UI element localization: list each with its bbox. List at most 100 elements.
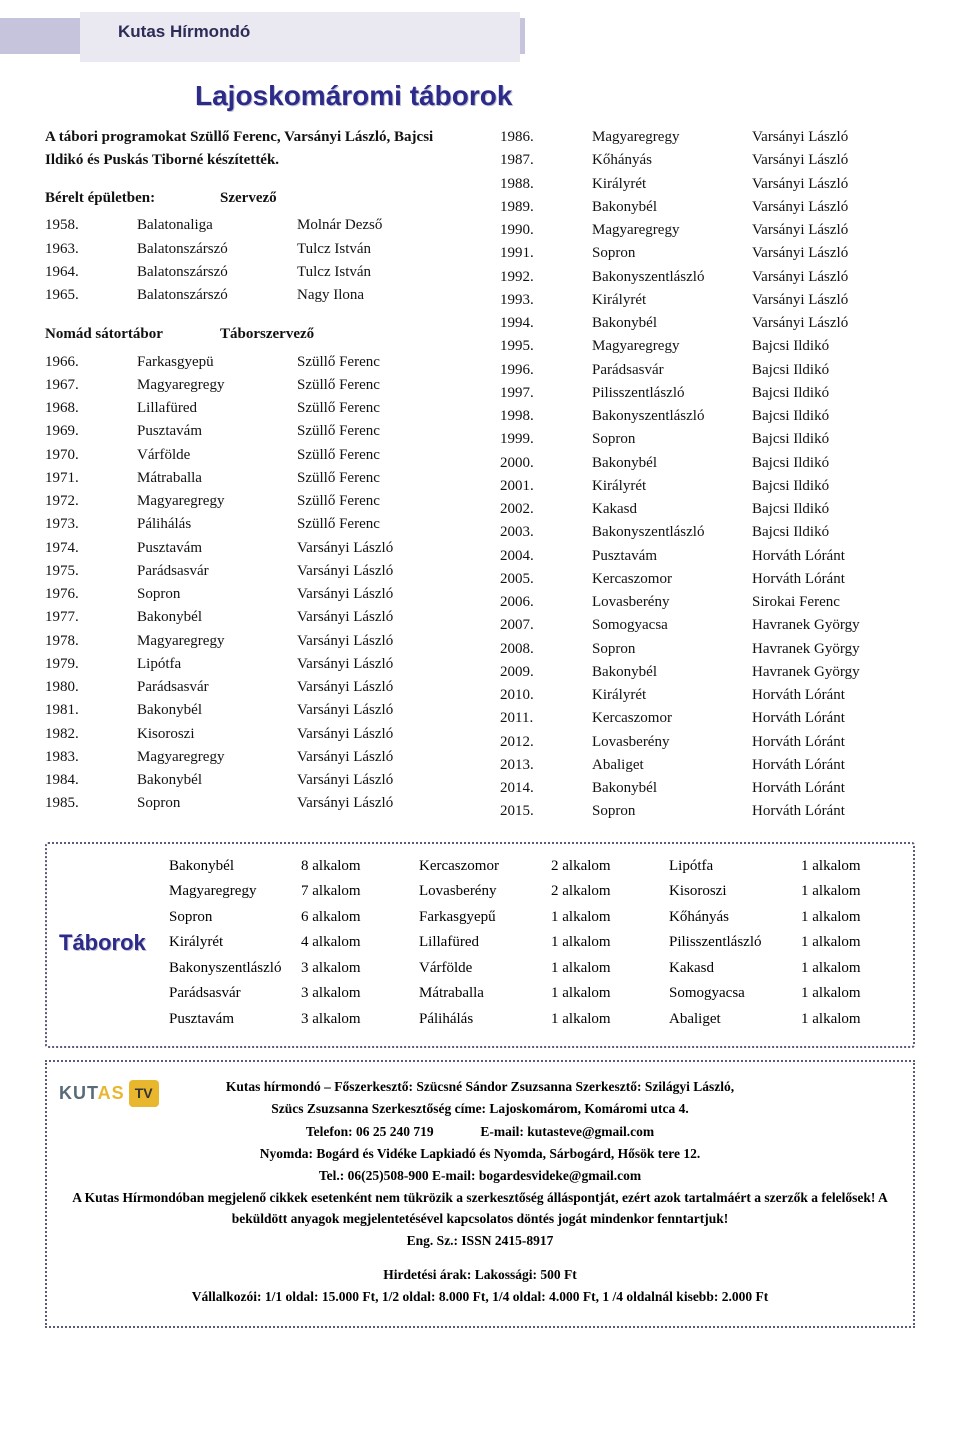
camp-organizer: Varsányi László <box>752 312 915 335</box>
camp-year: 1999. <box>500 428 592 451</box>
summary-place: Kercaszomor <box>419 854 551 880</box>
camp-row: 2003.BakonyszentlászlóBajcsi Ildikó <box>500 521 915 544</box>
summary-count: 1 alkalom <box>801 1007 901 1033</box>
camp-organizer: Varsányi László <box>297 653 460 676</box>
summary-count: 1 alkalom <box>551 956 651 982</box>
camp-year: 1963. <box>45 238 137 261</box>
camp-year: 1968. <box>45 397 137 420</box>
summary-place: Kisoroszi <box>669 879 801 905</box>
camp-row: 1970.VárföldeSzüllő Ferenc <box>45 444 460 467</box>
camp-organizer: Szüllő Ferenc <box>297 467 460 490</box>
newsletter-title: Kutas Hírmondó <box>118 22 250 42</box>
summary-row: Magyaregregy7 alkalom <box>169 879 401 905</box>
footer-line-1: Kutas hírmondó – Főszerkesztő: Szücsné S… <box>59 1077 901 1097</box>
camp-row: 1989.BakonybélVarsányi László <box>500 196 915 219</box>
camp-organizer: Varsányi László <box>752 266 915 289</box>
camp-place: Pusztavám <box>592 545 752 568</box>
camp-place: Bakonybél <box>137 699 297 722</box>
camp-organizer: Varsányi László <box>297 723 460 746</box>
camp-place: Pusztavám <box>137 537 297 560</box>
camp-row: 1991.SopronVarsányi László <box>500 242 915 265</box>
camp-organizer: Varsányi László <box>752 289 915 312</box>
summary-row: Kercaszomor2 alkalom <box>419 854 651 880</box>
camp-place: Parádsasvár <box>592 359 752 382</box>
camp-row: 1999.SopronBajcsi Ildikó <box>500 428 915 451</box>
camp-year: 1994. <box>500 312 592 335</box>
summary-place: Várfölde <box>419 956 551 982</box>
camp-place: Lillafüred <box>137 397 297 420</box>
summary-place: Farkasgyepű <box>419 905 551 931</box>
camp-row: 1982.KisorosziVarsányi László <box>45 723 460 746</box>
camp-organizer: Varsányi László <box>752 126 915 149</box>
camp-year: 1975. <box>45 560 137 583</box>
logo-text-a: KUT <box>59 1083 98 1103</box>
camp-organizer: Szüllő Ferenc <box>297 420 460 443</box>
camp-organizer: Bajcsi Ildikó <box>752 405 915 428</box>
camp-place: Magyaregregy <box>592 219 752 242</box>
camp-organizer: Nagy Ilona <box>297 284 460 307</box>
camp-year: 2006. <box>500 591 592 614</box>
camp-place: Lovasberény <box>592 731 752 754</box>
camp-organizer: Varsányi László <box>297 537 460 560</box>
camp-year: 1974. <box>45 537 137 560</box>
camp-place: Bakonyszentlászló <box>592 405 752 428</box>
footer-line-5: Tel.: 06(25)508-900 E-mail: bogardesvide… <box>59 1166 901 1186</box>
camp-place: Balatonszárszó <box>137 238 297 261</box>
camp-place: Parádsasvár <box>137 560 297 583</box>
camp-year: 2012. <box>500 731 592 754</box>
camp-row: 2013.AbaligetHorváth Lóránt <box>500 754 915 777</box>
camp-place: Kercaszomor <box>592 568 752 591</box>
camp-row: 1994.BakonybélVarsányi László <box>500 312 915 335</box>
footer-box: KUTAS TV Kutas hírmondó – Főszerkesztő: … <box>45 1060 915 1328</box>
camp-row: 1985.SopronVarsányi László <box>45 792 460 815</box>
camp-organizer: Szüllő Ferenc <box>297 351 460 374</box>
camp-year: 1964. <box>45 261 137 284</box>
camp-organizer: Havranek György <box>752 661 915 684</box>
camp-row: 2005.KercaszomorHorváth Lóránt <box>500 568 915 591</box>
camp-place: Királyrét <box>592 289 752 312</box>
camp-organizer: Varsányi László <box>297 792 460 815</box>
camp-year: 1990. <box>500 219 592 242</box>
camp-row: 1975.ParádsasvárVarsányi László <box>45 560 460 583</box>
camp-organizer: Horváth Lóránt <box>752 684 915 707</box>
camp-place: Abaliget <box>592 754 752 777</box>
berelt-heading: Bérelt épületben: Szervező <box>45 187 460 210</box>
camp-place: Sopron <box>592 428 752 451</box>
camp-year: 2011. <box>500 707 592 730</box>
camp-place: Magyaregregy <box>592 335 752 358</box>
camp-year: 1979. <box>45 653 137 676</box>
camp-place: Parádsasvár <box>137 676 297 699</box>
camp-organizer: Varsányi László <box>752 242 915 265</box>
camp-row: 2007.SomogyacsaHavranek György <box>500 614 915 637</box>
camp-place: Magyaregregy <box>137 746 297 769</box>
camp-year: 1985. <box>45 792 137 815</box>
summary-count: 4 alkalom <box>301 930 401 956</box>
camp-place: Bakonybél <box>592 312 752 335</box>
camp-year: 2007. <box>500 614 592 637</box>
camp-row: 2001.KirályrétBajcsi Ildikó <box>500 475 915 498</box>
camp-organizer: Havranek György <box>752 638 915 661</box>
footer-line-2: Szücs Zsuzsanna Szerkesztőség címe: Lajo… <box>59 1099 901 1119</box>
camp-year: 2000. <box>500 452 592 475</box>
camp-organizer: Havranek György <box>752 614 915 637</box>
summary-row: Mátraballa1 alkalom <box>419 981 651 1007</box>
summary-count: 1 alkalom <box>551 1007 651 1033</box>
camp-row: 1977.BakonybélVarsányi László <box>45 606 460 629</box>
camp-organizer: Varsányi László <box>752 173 915 196</box>
camp-organizer: Varsányi László <box>297 606 460 629</box>
summary-row: Somogyacsa1 alkalom <box>669 981 901 1007</box>
camp-place: Bakonybél <box>137 769 297 792</box>
camp-place: Bakonybél <box>592 196 752 219</box>
camp-row: 1965.BalatonszárszóNagy Ilona <box>45 284 460 307</box>
camp-row: 1976.SopronVarsányi László <box>45 583 460 606</box>
camp-place: Bakonybél <box>592 661 752 684</box>
summary-row: Kőhányás1 alkalom <box>669 905 901 931</box>
camp-row: 1990.MagyaregregyVarsányi László <box>500 219 915 242</box>
summary-row: Parádsasvár3 alkalom <box>169 981 401 1007</box>
summary-count: 1 alkalom <box>551 905 651 931</box>
camp-organizer: Szüllő Ferenc <box>297 374 460 397</box>
camp-organizer: Varsányi László <box>297 676 460 699</box>
camp-year: 1996. <box>500 359 592 382</box>
camp-row: 1963.BalatonszárszóTulcz István <box>45 238 460 261</box>
camp-year: 2010. <box>500 684 592 707</box>
